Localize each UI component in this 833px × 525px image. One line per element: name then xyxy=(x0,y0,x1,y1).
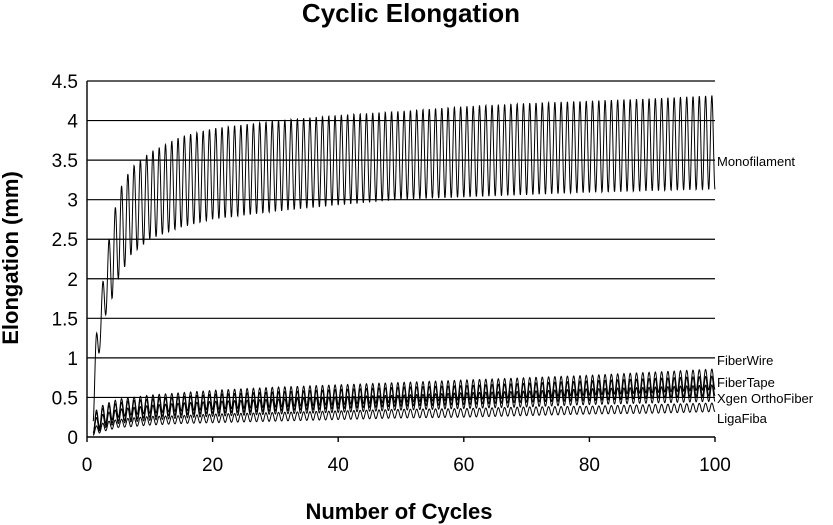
series-line-ligafiba xyxy=(92,402,716,436)
y-axis-title: Elongation (mm) xyxy=(0,171,23,345)
y-tick-label: 0.5 xyxy=(52,388,78,409)
y-tick-label: 4 xyxy=(67,112,78,133)
y-tick-label: 4.5 xyxy=(52,72,78,93)
series-label-xgen-orthofiber: Xgen OrthoFiber xyxy=(717,391,814,406)
series-label-monofilament: Monofilament xyxy=(717,154,795,169)
series-line-fibertape xyxy=(92,375,716,434)
y-tick-label: 3.5 xyxy=(52,151,78,172)
y-tick-label: 2.5 xyxy=(52,230,78,251)
x-tick-label: 100 xyxy=(699,455,731,476)
x-tick-label: 80 xyxy=(579,455,600,476)
series-line-fiberwire xyxy=(92,368,716,434)
grid-lines xyxy=(87,80,715,399)
x-tick-label: 0 xyxy=(82,455,93,476)
series-label-ligafiba: LigaFiba xyxy=(717,411,768,426)
series-lines xyxy=(92,95,716,436)
tick-labels: 0 0.5 1 1.5 2 2.5 3 3.5 4 4.5 0 20 40 60 80 100 xyxy=(52,72,731,476)
chart-title: Cyclic Elongation xyxy=(302,0,520,28)
x-tick-label: 20 xyxy=(202,455,223,476)
axes xyxy=(86,81,716,442)
y-tick-label: 2 xyxy=(67,270,78,291)
x-tick-label: 60 xyxy=(453,455,474,476)
series-line-monofilament xyxy=(92,95,716,422)
series-line-xgen-orthofiber xyxy=(92,384,716,435)
y-tick-label: 0 xyxy=(67,428,78,449)
x-axis-title: Number of Cycles xyxy=(305,499,492,524)
x-tick-label: 40 xyxy=(328,455,349,476)
y-tick-label: 3 xyxy=(67,191,78,212)
series-label-fiberwire: FiberWire xyxy=(717,353,773,368)
series-label-fibertape: FiberTape xyxy=(717,375,775,390)
y-tick-label: 1.5 xyxy=(52,309,78,330)
y-tick-label: 1 xyxy=(67,349,78,370)
